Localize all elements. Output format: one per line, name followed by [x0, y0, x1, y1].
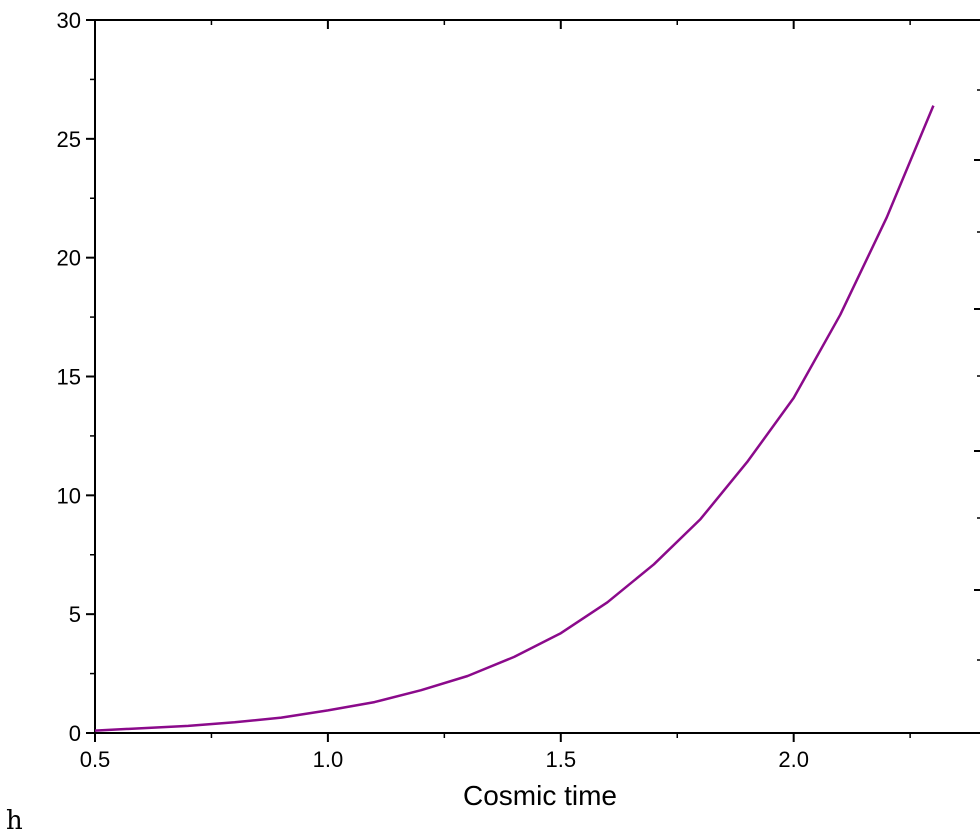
y-tick-label: 0 — [69, 721, 81, 746]
x-tick-label: 2.0 — [778, 747, 809, 772]
y-tick-label: 15 — [57, 365, 81, 390]
x-axis-title: Cosmic time — [463, 780, 617, 811]
y-tick-label: 10 — [57, 483, 81, 508]
plot-frame — [94, 19, 980, 734]
right-axis-ticks — [974, 89, 980, 661]
x-tick-label: 0.5 — [80, 747, 111, 772]
y-tick-label: 20 — [57, 246, 81, 271]
series-layer — [94, 105, 935, 732]
x-tick-label: 1.0 — [313, 747, 344, 772]
panel-label: h — [6, 806, 23, 834]
x-axis-ticks: 0.5 1.0 1.5 2.0 — [80, 20, 911, 772]
y-tick-label: 30 — [57, 8, 81, 33]
y-tick-label: 5 — [69, 602, 81, 627]
x-tick-label: 1.5 — [545, 747, 576, 772]
y-axis-ticks: 0 5 10 15 20 25 30 — [57, 8, 95, 746]
y-tick-label: 25 — [57, 127, 81, 152]
series-line — [94, 105, 935, 732]
